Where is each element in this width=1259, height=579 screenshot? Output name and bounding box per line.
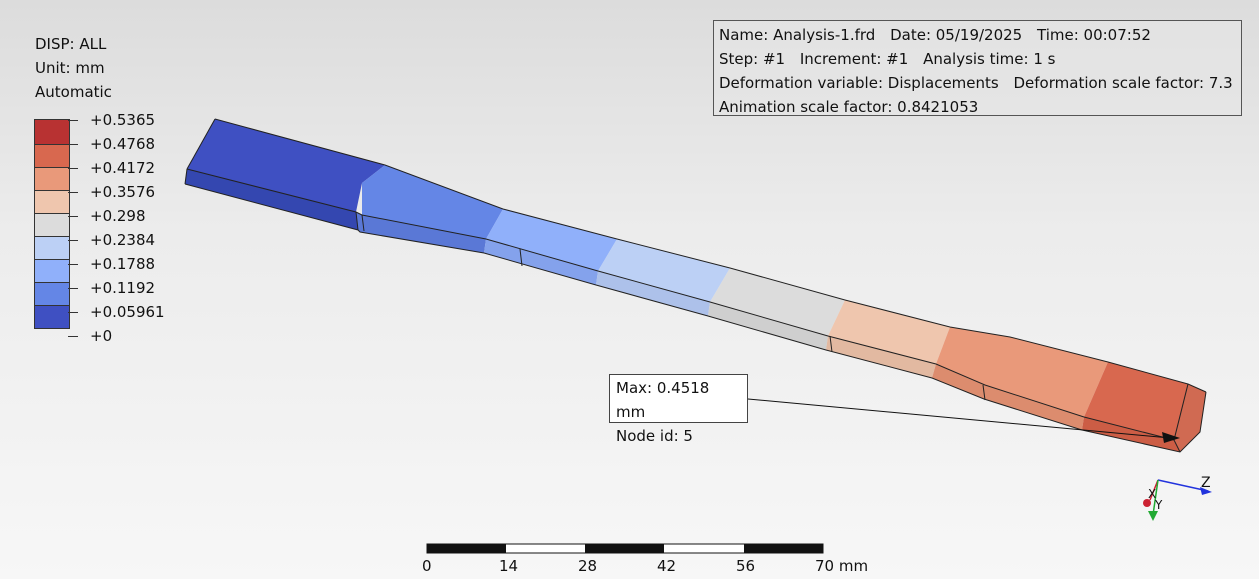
info-panel: Name: Analysis-1.frd Date: 05/19/2025 Ti… [713, 20, 1242, 116]
legend-color-2 [35, 167, 69, 190]
legend-tick [68, 312, 78, 313]
legend-mode: Automatic [35, 83, 112, 101]
axis-triad: Z X Y [1143, 475, 1212, 521]
legend-tick [68, 216, 78, 217]
legend-tick [68, 336, 78, 337]
scale-tick-label-3: 42 [657, 557, 677, 575]
legend-label-3: +0.3576 [90, 183, 156, 201]
info-date: Date: 05/19/2025 [890, 26, 1023, 44]
legend-header: DISP: ALL Unit: mm Automatic [35, 32, 112, 104]
info-deform-scale: Deformation scale factor: 7.3 [1013, 74, 1233, 92]
legend-tick [68, 192, 78, 193]
legend-variable: DISP: ALL [35, 35, 107, 53]
scale-tick-label-5: 70 mm [815, 557, 869, 575]
legend-tick [68, 264, 78, 265]
legend-label-6: +0.1788 [90, 255, 156, 273]
info-name: Name: Analysis-1.frd [719, 26, 876, 44]
scale-tick-label-4: 56 [736, 557, 756, 575]
mesh-face-5 [826, 336, 936, 378]
mesh-region-1 [362, 165, 503, 239]
legend-label-4: +0.298 [90, 207, 146, 225]
info-row-3: Deformation variable: Displacements Defo… [719, 71, 1236, 95]
mesh-edges [184, 118, 1207, 453]
mesh-region-0 [187, 119, 385, 212]
legend-color-5 [35, 236, 69, 259]
mesh-face-3 [596, 271, 710, 316]
info-row-1: Name: Analysis-1.frd Date: 05/19/2025 Ti… [719, 23, 1236, 47]
info-row-4: Animation scale factor: 0.8421053 [719, 95, 1236, 119]
scale-tick-label-2: 28 [578, 557, 598, 575]
legend-label-8: +0.05961 [90, 303, 165, 321]
legend-label-0: +0.5365 [90, 111, 156, 129]
max-leader [747, 398, 1180, 443]
legend-tick [68, 144, 78, 145]
legend-color-4 [35, 213, 69, 236]
info-step: Step: #1 [719, 50, 786, 68]
mesh-region-4 [710, 268, 845, 336]
legend-unit: Unit: mm [35, 59, 105, 77]
info-anim-scale: Animation scale factor: 0.8421053 [719, 98, 979, 116]
mesh-region-5 [828, 300, 950, 364]
mesh-face-4 [708, 302, 828, 350]
max-callout: Max: 0.4518 mm Node id: 5 [609, 374, 748, 445]
mesh-face-6 [932, 364, 1084, 430]
mesh-region-6 [936, 327, 1108, 417]
legend-color-0 [35, 120, 69, 144]
mesh-region-2 [486, 209, 617, 271]
axis-z-label: Z [1201, 475, 1211, 491]
info-deform-var: Deformation variable: Displacements [719, 74, 999, 92]
mesh-face-2 [484, 239, 598, 285]
legend-label-7: +0.1192 [90, 279, 156, 297]
mesh-region-7 [1084, 362, 1188, 440]
info-row-2: Step: #1 Increment: #1 Analysis time: 1 … [719, 47, 1236, 71]
legend-colorbar [34, 119, 70, 329]
info-time: Time: 00:07:52 [1037, 26, 1151, 44]
legend-label-9: +0 [90, 327, 113, 345]
legend-label-2: +0.4172 [90, 159, 156, 177]
mesh-face-0 [185, 169, 358, 230]
scale-bar [426, 543, 824, 554]
legend-tick [68, 120, 78, 121]
legend-tick [68, 168, 78, 169]
legend-label-5: +0.2384 [90, 231, 156, 249]
mesh-region-3 [598, 239, 730, 302]
info-analysis-time: Analysis time: 1 s [923, 50, 1056, 68]
axis-y-label: Y [1154, 498, 1163, 512]
legend-color-1 [35, 144, 69, 167]
legend-color-6 [35, 259, 69, 282]
legend-tick [68, 288, 78, 289]
legend-label-1: +0.4768 [90, 135, 156, 153]
info-increment: Increment: #1 [799, 50, 909, 68]
max-node: Node id: 5 [616, 427, 693, 445]
legend-color-7 [35, 282, 69, 305]
mesh-model [185, 119, 1206, 452]
legend-color-3 [35, 190, 69, 213]
scale-tick-label-1: 14 [499, 557, 519, 575]
scale-tick-label-0: 0 [422, 557, 432, 575]
legend-color-8 [35, 305, 69, 328]
max-value: Max: 0.4518 mm [616, 379, 710, 421]
mesh-end-face [1174, 384, 1206, 452]
mesh-face-1 [356, 212, 486, 253]
axis-x-label: X [1148, 487, 1156, 501]
legend-tick [68, 240, 78, 241]
